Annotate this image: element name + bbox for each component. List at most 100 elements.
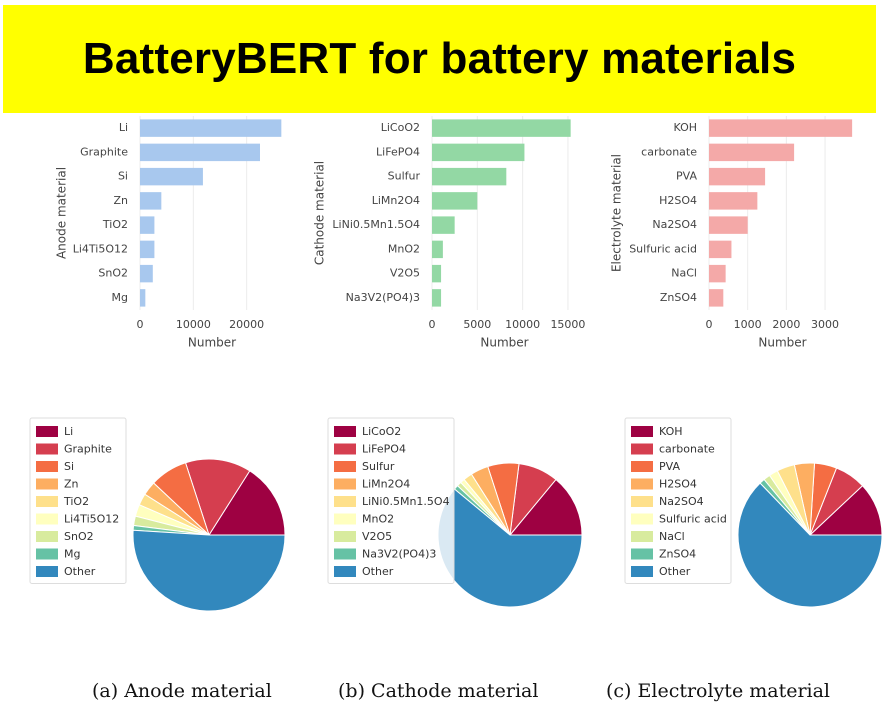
legend-swatch <box>334 566 356 577</box>
x-axis-label: Number <box>480 336 528 350</box>
bar-v2o5 <box>432 264 442 283</box>
bar-carbonate <box>709 143 795 162</box>
legend-swatch <box>631 548 653 560</box>
bar-si <box>140 167 203 186</box>
legend-swatch <box>631 443 653 455</box>
bar-lini0-5mn1-5o4 <box>432 216 455 234</box>
legend-swatch <box>334 548 356 560</box>
y-tick-label: KOH <box>673 121 697 134</box>
y-tick-label: Graphite <box>80 145 128 158</box>
bar-koh <box>709 119 853 137</box>
y-tick-label: Li <box>119 121 128 134</box>
y-tick-label: Sulfur <box>388 170 421 183</box>
bar-na3v2-po4-3 <box>432 289 442 307</box>
caption-electrolyte: (c) Electrolyte material <box>606 680 831 702</box>
legend-label: KOH <box>659 425 683 438</box>
bar-sulfuric-acid <box>709 240 732 259</box>
legend-swatch <box>36 478 58 490</box>
legend-label: Li <box>64 425 73 438</box>
bar-zn <box>140 192 162 210</box>
y-tick-label: H2SO4 <box>659 194 697 207</box>
legend-box <box>327 417 455 584</box>
legend-swatch <box>36 566 58 577</box>
y-tick-label: NaCl <box>671 267 697 280</box>
y-tick-label: TiO2 <box>102 218 128 231</box>
legend-swatch <box>631 496 653 507</box>
legend-swatch <box>36 513 58 525</box>
x-tick-label: 20000 <box>229 318 264 331</box>
y-tick-label: LiCoO2 <box>381 121 420 134</box>
x-tick-label: 0 <box>429 318 436 331</box>
page-title: BatteryBERT for battery materials <box>82 34 797 83</box>
y-tick-label: Si <box>118 170 128 183</box>
legend-swatch <box>36 443 58 455</box>
y-tick-label: Sulfuric acid <box>629 242 697 255</box>
bar-limn2o4 <box>432 192 478 210</box>
legend-label: PVA <box>659 460 680 473</box>
bar-mno2 <box>432 240 443 259</box>
x-tick-label: 15000 <box>550 318 585 331</box>
legend-swatch <box>334 478 356 490</box>
legend-swatch <box>631 478 653 490</box>
legend-swatch <box>36 531 58 542</box>
bar-licoo2 <box>432 119 571 137</box>
x-tick-label: 0 <box>706 318 713 331</box>
y-tick-label: Mg <box>112 291 128 304</box>
pie-slice-other <box>737 482 883 608</box>
bar-li <box>140 119 282 137</box>
x-tick-label: 5000 <box>463 318 491 331</box>
legend-label: ZnSO4 <box>659 548 696 561</box>
legend-label: LiMn2O4 <box>362 478 410 491</box>
y-tick-label: Na2SO4 <box>652 218 697 231</box>
y-tick-label: ZnSO4 <box>660 291 697 304</box>
bar-pva <box>709 167 766 186</box>
x-tick-label: 10000 <box>505 318 540 331</box>
x-axis-label: Number <box>188 336 236 350</box>
y-tick-label: LiNi0.5Mn1.5O4 <box>332 218 420 231</box>
legend-label: Zn <box>64 478 79 491</box>
x-tick-label: 0 <box>137 318 144 331</box>
legend-swatch <box>631 513 653 525</box>
legend-label: H2SO4 <box>659 478 697 491</box>
x-tick-label: 2000 <box>772 318 800 331</box>
legend-label: LiFePO4 <box>362 443 406 456</box>
y-tick-label: Li4Ti5O12 <box>73 242 128 255</box>
legend-swatch <box>334 426 356 437</box>
pie-slice-other <box>132 529 286 612</box>
y-tick-label: Na3V2(PO4)3 <box>346 291 420 304</box>
legend-label: Graphite <box>64 443 112 456</box>
bar-nacl <box>709 264 726 283</box>
bar-lifepo4 <box>432 143 525 162</box>
legend-label: NaCl <box>659 530 685 543</box>
x-tick-label: 3000 <box>811 318 839 331</box>
legend-label: Other <box>64 565 96 578</box>
bar-mg <box>140 289 146 307</box>
legend-label: Other <box>659 565 691 578</box>
bar-sno2 <box>140 264 153 283</box>
bar-li4ti5o12 <box>140 240 155 259</box>
legend-swatch <box>36 461 58 472</box>
legend-label: Sulfur <box>362 460 395 473</box>
pie-slice-graphite <box>184 458 251 537</box>
legend-box <box>624 417 732 584</box>
x-tick-label: 10000 <box>176 318 211 331</box>
bar-sulfur <box>432 167 507 186</box>
y-axis-label: Cathode material <box>313 161 327 265</box>
legend-label: Na3V2(PO4)3 <box>362 548 436 561</box>
legend-label: SnO2 <box>64 530 94 543</box>
legend-label: carbonate <box>659 443 715 456</box>
legend-label: Na2SO4 <box>659 495 704 508</box>
legend-label: Mg <box>64 548 80 561</box>
bar-znso4 <box>709 289 724 307</box>
caption-anode: (a) Anode material <box>92 680 272 702</box>
legend-swatch <box>36 496 58 507</box>
legend-box <box>29 417 127 584</box>
legend-swatch <box>334 443 356 455</box>
bar-graphite <box>140 143 260 162</box>
legend-swatch <box>631 566 653 577</box>
legend-label: Li4Ti5O12 <box>64 513 119 526</box>
x-axis-label: Number <box>758 336 806 350</box>
legend-swatch <box>334 461 356 472</box>
title-banner: BatteryBERT for battery materials <box>3 5 876 113</box>
legend-swatch <box>631 426 653 437</box>
